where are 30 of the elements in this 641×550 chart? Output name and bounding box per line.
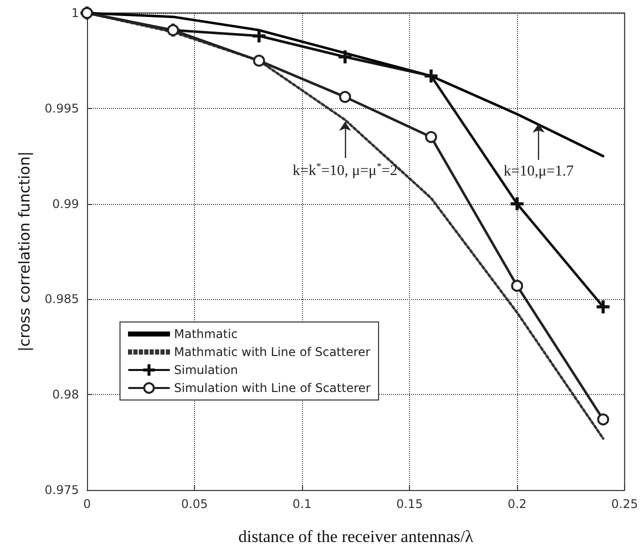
y-axis-title: |cross correlation function| <box>16 151 34 352</box>
y-tick-label: 1 <box>71 6 79 20</box>
point <box>252 29 266 42</box>
annotation: k=10,μ=1.7 <box>504 163 574 180</box>
x-axis-title: distance of the receiver antennas/λ <box>238 527 474 546</box>
point <box>596 300 610 314</box>
x-tick-label: 0.05 <box>181 497 208 511</box>
y-tick-label: 0.975 <box>44 483 79 497</box>
y-tick-label: 0.995 <box>44 101 79 116</box>
x-tick-label: 0 <box>83 497 91 511</box>
point <box>338 50 352 64</box>
point <box>424 69 438 82</box>
y-tick-label: 0.99 <box>52 196 79 211</box>
legend-label: Simulation with Line of Scatterer <box>174 381 371 395</box>
legend-label: Mathmatic <box>174 327 238 341</box>
point <box>253 54 266 67</box>
y-tick-label: 0.985 <box>44 292 79 306</box>
x-tick-label: 0.15 <box>396 497 423 511</box>
y-tick-label: 0.98 <box>52 388 79 402</box>
x-tick-label: 0.1 <box>292 497 312 511</box>
annotation: k=k*=10, μ=μ*=2 <box>292 162 398 180</box>
point <box>339 90 352 103</box>
x-tick-label: 0.25 <box>611 497 638 511</box>
point <box>597 413 610 426</box>
legend-label: Mathmatic with Line of Scatterer <box>174 345 370 359</box>
point <box>511 280 524 292</box>
x-tick-label: 0.2 <box>508 497 527 511</box>
point <box>510 197 524 210</box>
point <box>425 131 438 144</box>
legend-label: Simulation <box>174 363 238 377</box>
